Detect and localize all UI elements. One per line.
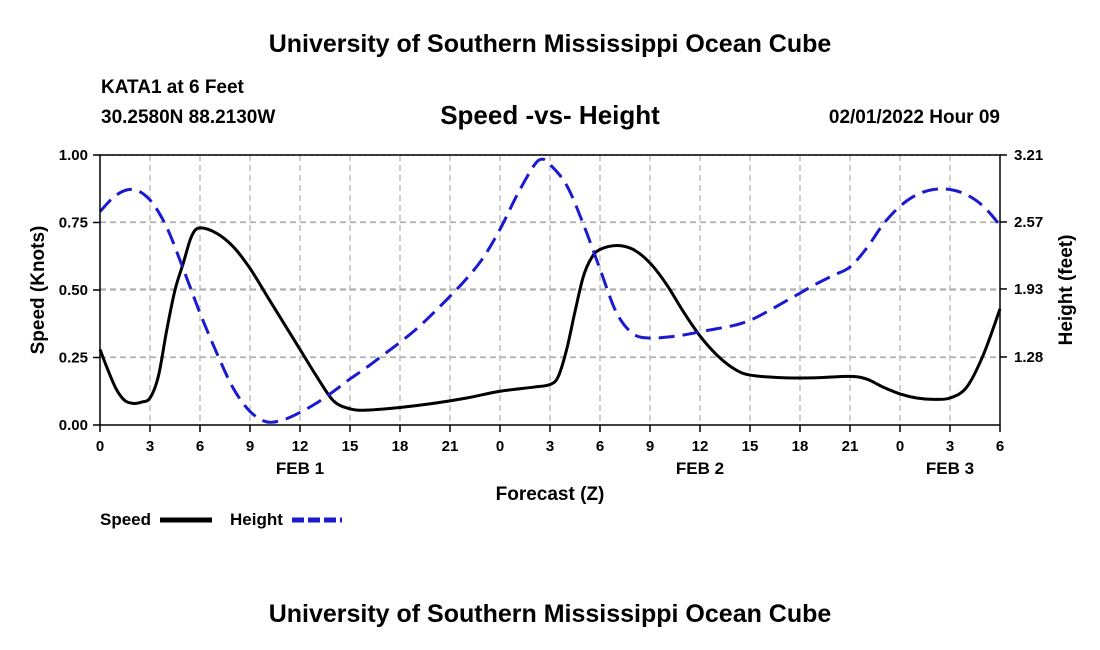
legend-label-speed: Speed bbox=[100, 510, 151, 529]
date-label: FEB 2 bbox=[676, 459, 724, 478]
x-tick-label: 18 bbox=[392, 438, 409, 455]
legend-label-height: Height bbox=[230, 510, 283, 529]
y-left-tick-label: 0.00 bbox=[59, 417, 88, 434]
x-tick-label: 9 bbox=[646, 438, 654, 455]
y-left-tick-label: 0.50 bbox=[59, 282, 88, 299]
x-tick-label: 6 bbox=[996, 438, 1004, 455]
y-axis-right-label: Height (feet) bbox=[1056, 235, 1077, 346]
x-tick-label: 6 bbox=[596, 438, 604, 455]
y-left-tick-label: 0.75 bbox=[59, 215, 88, 232]
x-tick-label: 15 bbox=[342, 438, 359, 455]
y-right-tick-label: 2.57 bbox=[1014, 214, 1043, 231]
x-axis-label: Forecast (Z) bbox=[496, 484, 605, 505]
x-tick-label: 3 bbox=[546, 438, 554, 455]
x-tick-label: 15 bbox=[742, 438, 759, 455]
x-tick-label: 12 bbox=[292, 438, 309, 455]
y-left-tick-label: 0.25 bbox=[59, 350, 88, 367]
x-tick-label: 0 bbox=[896, 438, 904, 455]
x-tick-label: 12 bbox=[692, 438, 709, 455]
date-stamp: 02/01/2022 Hour 09 bbox=[828, 107, 1000, 128]
x-tick-label: 0 bbox=[96, 438, 104, 455]
footer-title: University of Southern Mississippi Ocean… bbox=[268, 600, 832, 628]
x-tick-label: 3 bbox=[946, 438, 954, 455]
coordinates-label: 30.2580N 88.2130W bbox=[101, 107, 276, 128]
x-tick-label: 9 bbox=[246, 438, 254, 455]
legend: Speed Height bbox=[100, 510, 342, 529]
y-right-tick-label: 1.93 bbox=[1014, 281, 1043, 298]
series-line-height bbox=[98, 157, 1002, 424]
station-label: KATA1 at 6 Feet bbox=[101, 77, 244, 98]
page-title: University of Southern Mississippi Ocean… bbox=[268, 30, 832, 58]
x-tick-label: 0 bbox=[496, 438, 504, 455]
y-axis-left-label: Speed (Knots) bbox=[28, 226, 49, 355]
y-right-tick-label: 3.21 bbox=[1014, 147, 1043, 164]
x-tick-label: 21 bbox=[842, 438, 859, 455]
chart-title: Speed -vs- Height bbox=[440, 100, 660, 130]
y-right-tick-label: 1.28 bbox=[1014, 349, 1043, 366]
x-tick-label: 3 bbox=[146, 438, 154, 455]
x-tick-label: 21 bbox=[442, 438, 459, 455]
axis-layer: 0 3 6 9 12 15 18 21 0 3 6 9 12 15 18 21 0 3 6 FEB 1 FEB 2 FEB… bbox=[59, 147, 1043, 478]
series-line-speed bbox=[98, 226, 1002, 412]
date-label: FEB 3 bbox=[926, 459, 974, 478]
y-left-tick-label: 1.00 bbox=[59, 147, 88, 164]
x-tick-label: 18 bbox=[792, 438, 809, 455]
date-label: FEB 1 bbox=[276, 459, 324, 478]
series-layer bbox=[98, 157, 1002, 424]
x-tick-label: 6 bbox=[196, 438, 204, 455]
